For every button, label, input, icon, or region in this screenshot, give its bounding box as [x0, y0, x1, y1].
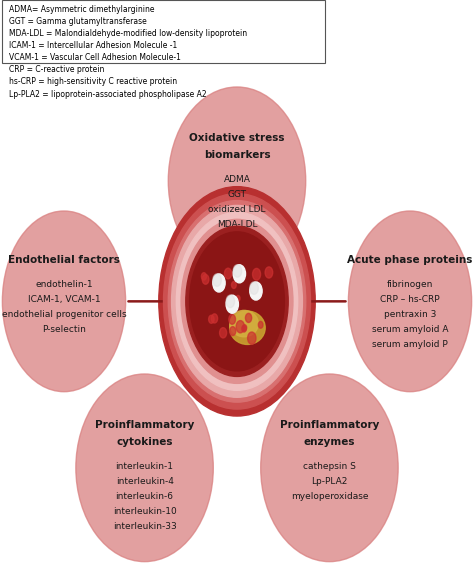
- Text: Endothelial factors: Endothelial factors: [8, 255, 120, 265]
- Ellipse shape: [242, 325, 246, 332]
- Text: ADMA= Asymmetric dimethylarginine
GGT = Gamma glutamyltransferase
MDA-LDL = Malo: ADMA= Asymmetric dimethylarginine GGT = …: [9, 5, 246, 99]
- Text: cathepsin S: cathepsin S: [303, 462, 356, 471]
- Ellipse shape: [230, 311, 258, 337]
- Ellipse shape: [168, 200, 306, 402]
- Text: cytokines: cytokines: [116, 437, 173, 447]
- Ellipse shape: [250, 282, 262, 300]
- Text: pentraxin 3: pentraxin 3: [384, 310, 436, 319]
- Ellipse shape: [226, 295, 235, 308]
- Ellipse shape: [202, 274, 209, 284]
- Text: interleukin-1: interleukin-1: [116, 462, 173, 471]
- Text: GGT: GGT: [228, 190, 246, 199]
- Ellipse shape: [229, 311, 265, 344]
- Ellipse shape: [246, 313, 252, 323]
- Ellipse shape: [261, 374, 398, 561]
- FancyBboxPatch shape: [2, 0, 325, 63]
- Ellipse shape: [201, 273, 206, 280]
- Text: ADMA: ADMA: [224, 175, 250, 184]
- Ellipse shape: [181, 219, 293, 383]
- Ellipse shape: [176, 212, 298, 390]
- Ellipse shape: [168, 87, 306, 274]
- Text: myeloperoxidase: myeloperoxidase: [291, 492, 368, 501]
- Ellipse shape: [76, 374, 213, 561]
- Ellipse shape: [219, 328, 227, 338]
- Ellipse shape: [230, 327, 236, 336]
- Text: interleukin-33: interleukin-33: [113, 522, 176, 531]
- Text: interleukin-6: interleukin-6: [116, 492, 173, 501]
- Ellipse shape: [225, 268, 232, 279]
- Text: serum amyloid A: serum amyloid A: [372, 325, 448, 333]
- Text: endothelial progenitor cells: endothelial progenitor cells: [2, 310, 126, 319]
- Ellipse shape: [253, 269, 261, 280]
- Ellipse shape: [247, 332, 256, 344]
- Ellipse shape: [213, 274, 221, 286]
- Text: ICAM-1, VCAM-1: ICAM-1, VCAM-1: [27, 295, 100, 304]
- Text: Oxidative stress: Oxidative stress: [189, 133, 285, 143]
- Ellipse shape: [213, 274, 225, 292]
- Ellipse shape: [159, 187, 315, 416]
- Ellipse shape: [348, 211, 472, 391]
- Text: fibrinogen: fibrinogen: [387, 280, 433, 289]
- Text: serum amyloid P: serum amyloid P: [372, 340, 448, 348]
- Text: enzymes: enzymes: [304, 437, 355, 447]
- Ellipse shape: [233, 265, 246, 283]
- Ellipse shape: [211, 314, 218, 323]
- Text: MDA-LDL: MDA-LDL: [217, 220, 257, 229]
- Ellipse shape: [2, 211, 126, 391]
- Ellipse shape: [229, 315, 236, 324]
- Text: Proinflammatory: Proinflammatory: [280, 420, 379, 430]
- Text: CRP – hs-CRP: CRP – hs-CRP: [380, 295, 440, 304]
- Ellipse shape: [233, 265, 242, 277]
- Ellipse shape: [265, 267, 273, 278]
- Text: interleukin-10: interleukin-10: [113, 507, 176, 516]
- Ellipse shape: [258, 321, 263, 328]
- Ellipse shape: [236, 321, 245, 333]
- Text: interleukin-4: interleukin-4: [116, 477, 173, 486]
- Text: oxidized LDL: oxidized LDL: [208, 205, 266, 214]
- Ellipse shape: [172, 205, 302, 397]
- Ellipse shape: [186, 226, 288, 377]
- Text: Acute phase proteins: Acute phase proteins: [347, 255, 473, 265]
- Ellipse shape: [209, 315, 214, 323]
- Ellipse shape: [250, 282, 258, 294]
- Text: endothelin-1: endothelin-1: [35, 280, 93, 289]
- Text: Lp-PLA2: Lp-PLA2: [311, 477, 347, 486]
- Ellipse shape: [236, 296, 240, 301]
- Text: Proinflammatory: Proinflammatory: [95, 420, 194, 430]
- Ellipse shape: [226, 295, 238, 313]
- Text: P-selectin: P-selectin: [42, 325, 86, 333]
- Ellipse shape: [231, 281, 236, 289]
- Text: biomarkers: biomarkers: [204, 150, 270, 160]
- Ellipse shape: [243, 325, 246, 331]
- Ellipse shape: [164, 193, 310, 409]
- Ellipse shape: [190, 232, 284, 371]
